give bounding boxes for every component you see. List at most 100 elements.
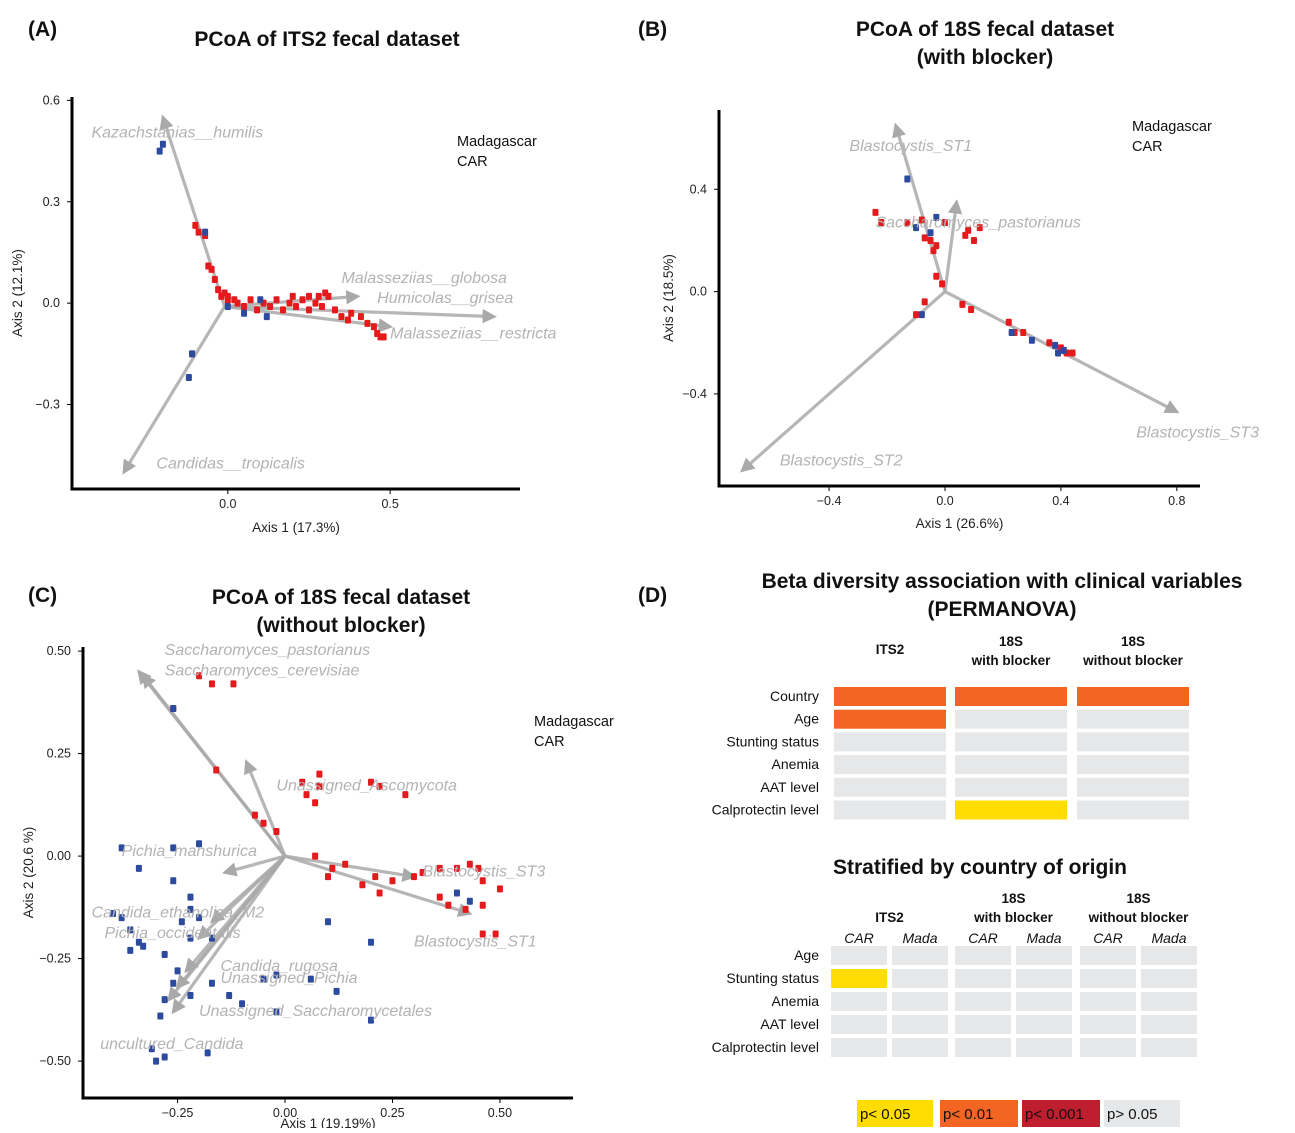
data-point-red	[348, 309, 355, 317]
data-point-red	[267, 303, 274, 311]
data-point-blue	[127, 946, 134, 954]
data-point-blue	[118, 914, 125, 922]
data-point-red	[959, 300, 966, 308]
key-swatch	[1022, 1100, 1100, 1127]
subcolumn-header: Mada	[1026, 930, 1061, 946]
arrow-label: Malasseziias__restricta	[390, 326, 556, 343]
loading-arrow	[224, 304, 394, 333]
arrow-label: Unassigned_Pichia	[221, 970, 358, 987]
data-point-red	[479, 877, 486, 885]
heatmap-cell	[834, 732, 946, 752]
y-tick-label: −0.25	[39, 952, 71, 966]
data-point-blue	[241, 309, 248, 317]
data-point-red	[230, 680, 237, 688]
arrow-label: uncultured_Candida	[100, 1036, 243, 1053]
heatmap-cell	[1141, 969, 1197, 988]
data-point-blue	[110, 910, 117, 917]
data-point-red	[211, 275, 218, 283]
data-point-blue	[140, 942, 147, 950]
data-point-red	[370, 323, 377, 331]
data-point-blue	[453, 889, 460, 897]
data-point-red	[318, 303, 325, 311]
row-label: Calprotectin level	[712, 802, 819, 818]
data-point-blue	[273, 1008, 280, 1016]
heatmap-cell	[1141, 1015, 1197, 1034]
data-point-red	[976, 224, 983, 232]
row-label: Anemia	[772, 993, 820, 1009]
data-point-red	[380, 333, 387, 341]
key-swatch	[857, 1100, 933, 1127]
data-point-red	[933, 272, 940, 280]
data-point-red	[1020, 329, 1027, 337]
data-point-red	[410, 873, 417, 881]
key-label: p< 0.05	[860, 1106, 910, 1123]
group-header: ITS2	[875, 910, 904, 925]
data-point-red	[904, 219, 911, 227]
x-tick-label: 0.50	[488, 1106, 512, 1120]
data-point-red	[445, 901, 452, 909]
x-tick-label: −0.4	[817, 494, 842, 508]
key-swatch	[1104, 1100, 1180, 1127]
loading-arrow	[284, 854, 473, 917]
loading-arrow	[892, 122, 947, 293]
loading-arrow	[222, 854, 286, 877]
data-point-red	[338, 313, 345, 321]
y-tick-label: 0.00	[47, 849, 71, 863]
group-header: 18S	[1001, 891, 1025, 906]
column-header: 18S	[999, 634, 1023, 649]
data-point-red	[293, 303, 299, 311]
data-point-red	[289, 292, 296, 300]
data-point-red	[389, 877, 396, 885]
loading-arrow	[244, 759, 287, 857]
data-point-red	[479, 901, 486, 909]
data-point-red	[331, 306, 338, 314]
data-point-blue	[187, 905, 194, 913]
data-point-red	[316, 770, 323, 778]
data-point-red	[878, 219, 885, 227]
data-point-blue	[208, 934, 215, 942]
data-point-blue	[367, 938, 374, 946]
arrow-label: Malasseziias__globosa	[341, 270, 507, 287]
arrow-label: Saccharomyces_cerevisiae	[165, 663, 360, 680]
data-point-red	[968, 306, 975, 314]
arrow-label: Kazachstanias__humilis	[91, 125, 263, 142]
loading-arrow	[284, 854, 417, 882]
data-point-red	[921, 298, 928, 306]
panel-c: (C) PCoA of 18S fecal dataset (without blo…	[21, 584, 614, 1131]
y-tick-label: 0.0	[690, 285, 707, 299]
x-tick-label: 0.25	[380, 1106, 404, 1120]
row-label: Anemia	[772, 756, 820, 772]
heatmap-cell	[955, 992, 1011, 1011]
loading-arrow	[141, 673, 287, 858]
data-point-red	[466, 860, 473, 868]
data-point-blue	[170, 844, 177, 852]
legend-entry: CAR	[534, 734, 565, 750]
x-tick-label: 0.00	[273, 1106, 297, 1120]
subcolumn-header: Mada	[1151, 930, 1186, 946]
heatmap-cell	[955, 800, 1067, 820]
heatmap-cell	[892, 1038, 948, 1057]
data-point-red	[299, 296, 306, 304]
chart-title: Beta diversity association with clinical…	[762, 570, 1243, 593]
heatmap-cell	[1016, 969, 1072, 988]
y-axis-label: Axis 2 (12.1%)	[10, 249, 25, 337]
heatmap-cell	[831, 992, 887, 1011]
data-point-blue	[118, 844, 125, 852]
heatmap-cell	[955, 777, 1067, 797]
heatmap-cell	[834, 800, 946, 820]
heatmap-cell	[892, 1015, 948, 1034]
data-point-red	[436, 893, 443, 901]
data-point-blue	[1028, 336, 1035, 344]
column-header: ITS2	[876, 642, 905, 657]
heatmap-cell	[1077, 732, 1189, 752]
data-point-red	[280, 306, 287, 314]
arrow-label: Blastocystis_ST3	[423, 864, 546, 881]
subcolumn-header: Mada	[902, 930, 937, 946]
data-point-red	[196, 672, 203, 680]
x-tick-label: 0.4	[1052, 494, 1069, 508]
loading-arrow	[184, 855, 287, 974]
heatmap-cell	[831, 1015, 887, 1034]
data-point-red	[316, 782, 323, 790]
data-point-red	[872, 208, 879, 216]
